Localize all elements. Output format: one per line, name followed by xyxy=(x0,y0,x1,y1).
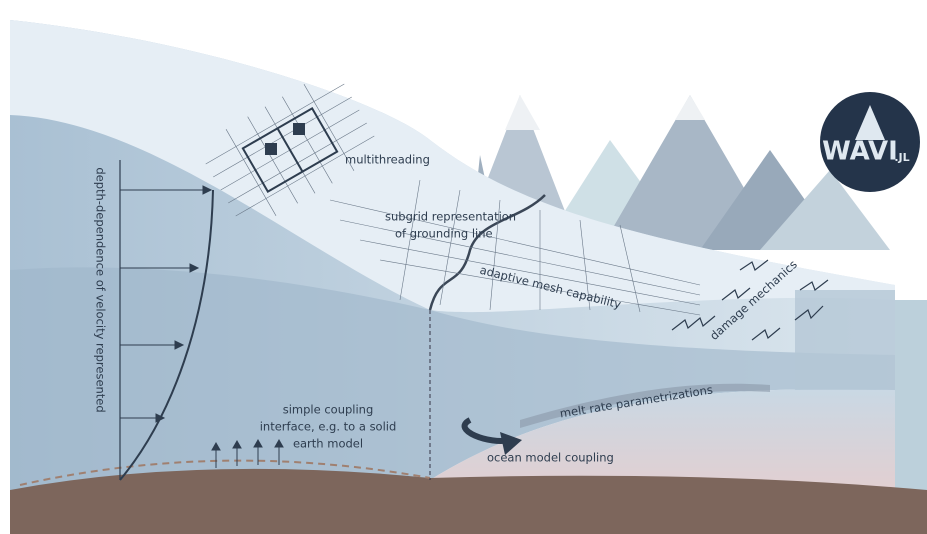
cpu-grid xyxy=(205,83,375,217)
damage-cracks xyxy=(671,259,829,341)
logo xyxy=(820,92,920,192)
shelf-front xyxy=(795,290,895,390)
label: subgrid representation xyxy=(385,210,516,224)
mesh xyxy=(329,179,701,316)
uplift-arrows xyxy=(211,438,284,468)
logo-suffix: .JL xyxy=(894,151,909,164)
ocean-arrowhead xyxy=(500,432,522,455)
ice-layer xyxy=(10,267,895,490)
label: of grounding line xyxy=(395,227,493,241)
melt-band xyxy=(520,383,770,428)
ocean-right xyxy=(895,300,927,490)
label: ocean model coupling xyxy=(487,451,614,465)
velocity-profile xyxy=(119,160,214,481)
label: interface, e.g. to a solid xyxy=(260,420,397,434)
ice-upper xyxy=(10,20,895,313)
bedrock xyxy=(10,468,927,534)
cpu-icon xyxy=(293,123,305,135)
logo-text: WAVI xyxy=(822,137,898,167)
ocean xyxy=(430,389,895,490)
logo-iceberg xyxy=(855,105,885,140)
label: earth model xyxy=(293,437,363,451)
label: multithreading xyxy=(345,153,430,167)
label: depth-dependence of velocity represented xyxy=(94,167,108,412)
grounding-line xyxy=(428,194,546,311)
cpu-icon xyxy=(265,143,277,155)
label: simple coupling xyxy=(283,403,374,417)
earth-dashed xyxy=(19,459,431,486)
